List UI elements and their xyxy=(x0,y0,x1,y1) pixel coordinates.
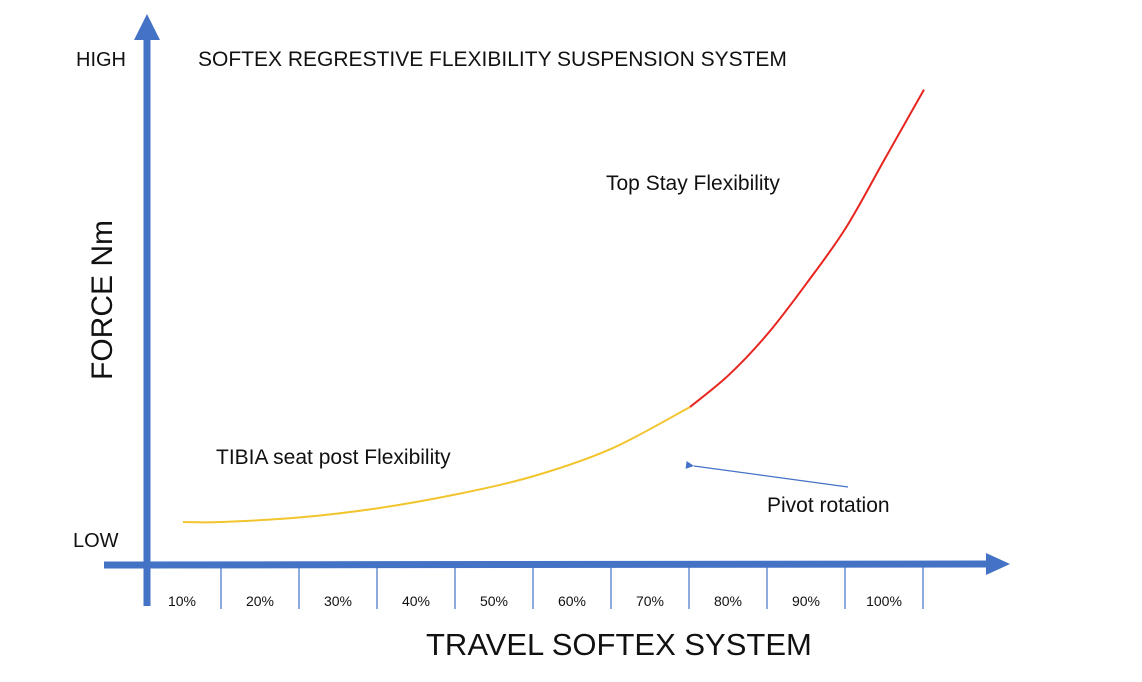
y-axis-arrow xyxy=(134,14,160,40)
x-tick-label: 60% xyxy=(558,593,586,609)
x-axis-label: TRAVEL SOFTEX SYSTEM xyxy=(426,627,812,662)
x-axis-arrow xyxy=(986,553,1010,575)
x-tick-label: 50% xyxy=(480,593,508,609)
series-line xyxy=(689,89,925,408)
x-tick-marks xyxy=(220,566,924,609)
y-tick-low: LOW xyxy=(73,530,119,552)
series-lines xyxy=(182,89,925,524)
x-tick-label: 10% xyxy=(168,593,196,609)
y-tick-high: HIGH xyxy=(76,49,126,71)
x-tick-labels: 10% 20% 30% 40% 50% 60% 70% 80% 90% 100% xyxy=(168,593,902,609)
series-line xyxy=(182,406,691,524)
chart-title: SOFTEX REGRESTIVE FLEXIBILITY SUSPENSION… xyxy=(198,48,787,71)
x-tick-label: 100% xyxy=(866,593,902,609)
x-tick-label: 90% xyxy=(792,593,820,609)
x-axis-line xyxy=(103,560,991,569)
annotation-pivot-rotation: Pivot rotation xyxy=(767,494,890,517)
x-tick-label: 40% xyxy=(402,593,430,609)
annotation-top-stay: Top Stay Flexibility xyxy=(606,172,780,195)
x-tick-label: 20% xyxy=(246,593,274,609)
pivot-pointer-arrow xyxy=(685,460,849,488)
x-tick-label: 30% xyxy=(324,593,352,609)
y-axis-label: FORCE Nm xyxy=(86,220,119,380)
x-tick-label: 70% xyxy=(636,593,664,609)
x-tick-label: 80% xyxy=(714,593,742,609)
annotation-tibia: TIBIA seat post Flexibility xyxy=(216,446,451,469)
